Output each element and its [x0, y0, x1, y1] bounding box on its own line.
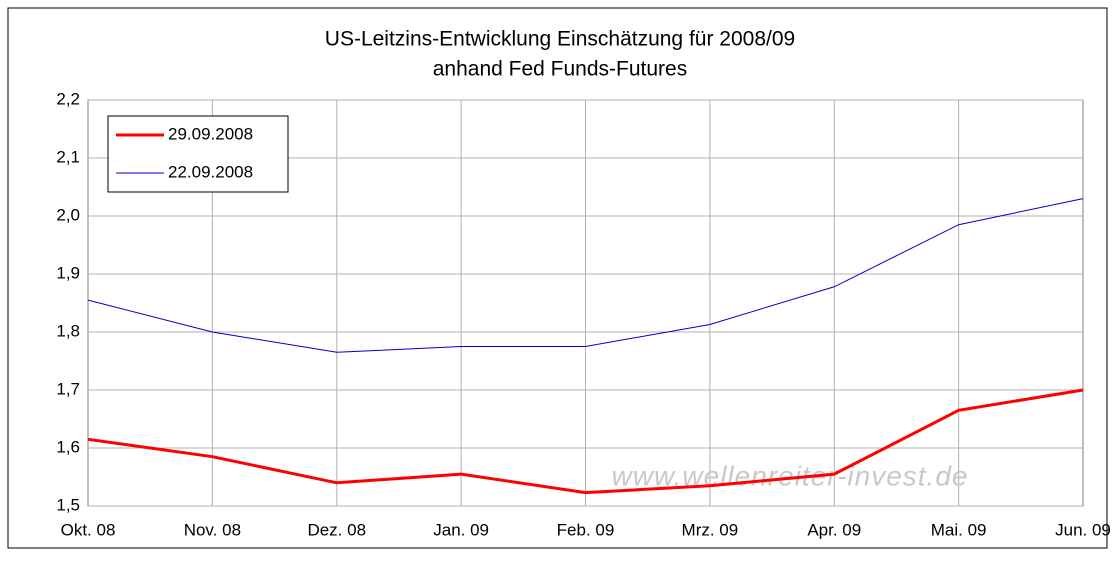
chart-title: US-Leitzins-Entwicklung Einschätzung für… [325, 28, 795, 51]
legend [107, 115, 289, 193]
y-tick-label: 1,7 [56, 379, 80, 398]
x-tick-label: Nov. 08 [184, 520, 241, 539]
y-tick-label: 1,5 [56, 495, 80, 514]
x-tick-label: Jun. 09 [1055, 520, 1111, 539]
y-tick-label: 2,0 [56, 205, 80, 224]
x-tick-label: Jan. 09 [433, 520, 489, 539]
y-tick-label: 1,8 [56, 321, 80, 340]
y-tick-label: 1,6 [56, 437, 80, 456]
series-line [87, 198, 1084, 353]
x-tick-label: Apr. 09 [807, 520, 861, 539]
y-tick-label: 2,1 [56, 147, 80, 166]
x-tick-label: Mai. 09 [931, 520, 987, 539]
x-tick-label: Dez. 08 [307, 520, 366, 539]
x-tick-label: Feb. 09 [557, 520, 615, 539]
series-line [87, 388, 1084, 495]
watermark: www.wellenreiter-invest.de [612, 460, 969, 491]
legend-label: 22.09.2008 [168, 162, 253, 181]
x-tick-label: Okt. 08 [61, 520, 116, 539]
y-tick-label: 2,2 [56, 89, 80, 108]
x-tick-label: Mrz. 09 [682, 520, 739, 539]
chart-subtitle: anhand Fed Funds-Futures [433, 58, 687, 81]
y-tick-label: 1,9 [56, 263, 80, 282]
legend-label: 29.09.2008 [168, 124, 253, 143]
